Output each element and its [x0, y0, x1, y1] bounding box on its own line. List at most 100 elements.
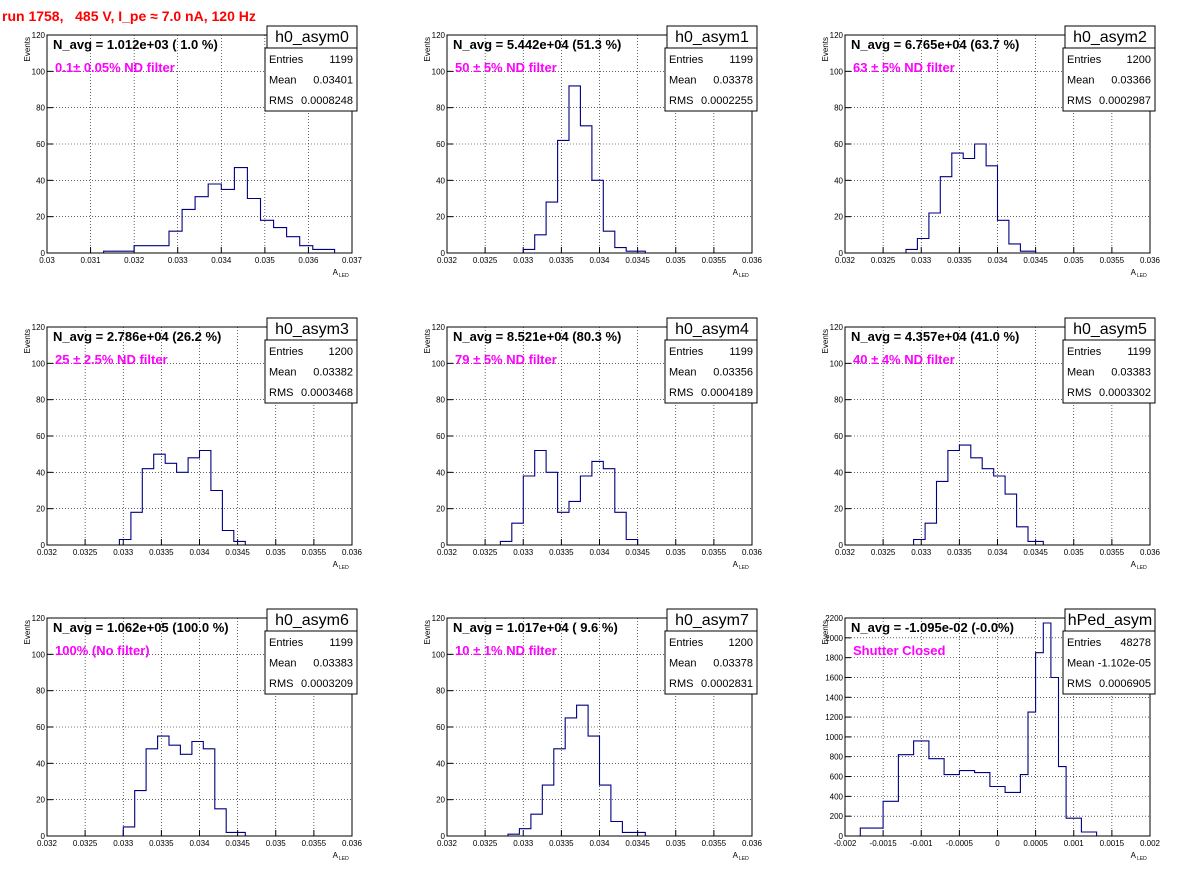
filter-label: Shutter Closed [853, 643, 946, 658]
x-tick-label: 0.035 [666, 256, 687, 265]
x-tick-label: 0.034 [589, 548, 610, 557]
histogram-bin [1020, 251, 1035, 253]
histogram-bin [158, 736, 169, 836]
y-tick-label: 80 [36, 687, 45, 696]
stats-entries-label: Entries [1067, 637, 1102, 649]
stats-rms-value: 0.0003209 [301, 678, 353, 690]
histogram-bin [247, 199, 260, 254]
x-axis-title: A [333, 560, 339, 569]
x-tick-label: 0.032 [437, 256, 458, 265]
x-tick-label: 0.034 [189, 839, 210, 848]
x-axis-title: A [1131, 268, 1137, 277]
y-tick-label: 100 [32, 359, 46, 368]
histogram-bin [234, 541, 245, 545]
histogram-series [122, 735, 246, 836]
y-tick-label: 1400 [825, 693, 843, 702]
x-tick-label: 0.033 [168, 256, 189, 265]
histogram-bin [195, 197, 208, 253]
x-tick-label: 0.035 [266, 839, 287, 848]
histogram-bin [135, 791, 146, 836]
histogram-title: h0_asym3 [275, 321, 349, 338]
y-tick-label: 40 [36, 176, 45, 185]
x-axis-title: A [333, 268, 339, 277]
stats-mean-label: Mean [1067, 658, 1095, 670]
y-tick-label: 40 [36, 468, 45, 477]
histogram-series [859, 622, 1098, 836]
y-tick-label: 100 [432, 359, 446, 368]
y-tick-label: 0 [441, 832, 446, 841]
x-axis-title: A [1131, 560, 1137, 569]
y-tick-label: 20 [436, 505, 445, 514]
histogram-bin [592, 461, 603, 545]
stats-entries-label: Entries [1067, 346, 1102, 358]
histogram-bin [104, 251, 134, 253]
histogram-bin [169, 745, 180, 836]
x-axis-title: A [733, 560, 739, 569]
filter-label: 50 ± 5% ND filter [455, 60, 557, 75]
stats-entries-label: Entries [669, 54, 704, 66]
x-tick-label: 0.033 [911, 256, 932, 265]
histogram-bin [558, 140, 569, 253]
histogram-bin [146, 749, 157, 836]
histogram-series [118, 449, 246, 545]
histogram-bin [200, 451, 211, 545]
stats-mean-label: Mean [669, 658, 697, 670]
histogram-series [905, 143, 1037, 253]
stats-entries-value: 1200 [329, 346, 353, 358]
x-tick-label: 0.0335 [549, 839, 574, 848]
x-tick-label: 0.0355 [1100, 256, 1125, 265]
x-axis-title-subscript: LED [739, 565, 749, 571]
histogram-bin [615, 248, 626, 253]
histogram-bin [925, 523, 936, 545]
y-tick-label: 600 [830, 773, 844, 782]
stats-rms-label: RMS [1067, 95, 1091, 107]
y-tick-label: 20 [36, 213, 45, 222]
x-tick-label: 0.035 [266, 548, 287, 557]
stats-mean-label: Mean [669, 367, 697, 379]
stats-rms-value: 0.0003302 [1099, 387, 1151, 399]
filter-label: 0.1± 0.05% ND filter [55, 60, 175, 75]
y-tick-label: 200 [830, 812, 844, 821]
filter-label: 100% (No filter) [55, 643, 150, 658]
filter-label: 79 ± 5% ND filter [455, 352, 557, 367]
stats-rms-label: RMS [669, 387, 693, 399]
y-axis-title: Events [23, 37, 32, 61]
stats-rms-value: 0.0002987 [1099, 95, 1151, 107]
x-tick-label: 0.0325 [871, 548, 896, 557]
histogram-bin [971, 458, 982, 545]
stats-mean-label: Mean [269, 75, 297, 87]
stats-entries-value: 48278 [1120, 637, 1151, 649]
histogram-bin [906, 249, 917, 253]
y-tick-label: 0 [41, 832, 46, 841]
y-tick-label: 40 [436, 176, 445, 185]
y-tick-label: 60 [834, 140, 843, 149]
histogram-bin [274, 228, 287, 253]
y-tick-label: 100 [830, 67, 844, 76]
y-tick-label: 120 [432, 614, 446, 623]
x-tick-label: 0.0345 [625, 839, 650, 848]
histogram-bin [580, 126, 591, 253]
histogram-bin [542, 785, 553, 836]
x-tick-label: 0.036 [742, 256, 763, 265]
histogram-title: h0_asym2 [1073, 29, 1147, 46]
x-tick-label: 0.0335 [149, 548, 174, 557]
x-axis-title: A [733, 268, 739, 277]
histogram-bin [986, 166, 997, 253]
histogram-bin [569, 86, 580, 253]
histogram-bin [626, 251, 645, 253]
stats-rms-value: 0.0008248 [301, 95, 353, 107]
histogram-bin [860, 828, 883, 836]
x-tick-label: 0.0325 [73, 548, 98, 557]
histogram-bin [626, 540, 637, 545]
stats-entries-label: Entries [269, 637, 304, 649]
x-tick-label: 0.032 [437, 839, 458, 848]
histogram-bin [1017, 527, 1028, 545]
x-tick-label: 0.0345 [625, 256, 650, 265]
y-tick-label: 60 [436, 432, 445, 441]
stats-entries-value: 1200 [729, 637, 753, 649]
histogram-bin [929, 759, 944, 836]
histogram-bin [123, 827, 134, 836]
histogram-bin [1005, 792, 1020, 836]
y-tick-label: 20 [834, 505, 843, 514]
histogram-bin [975, 773, 990, 836]
